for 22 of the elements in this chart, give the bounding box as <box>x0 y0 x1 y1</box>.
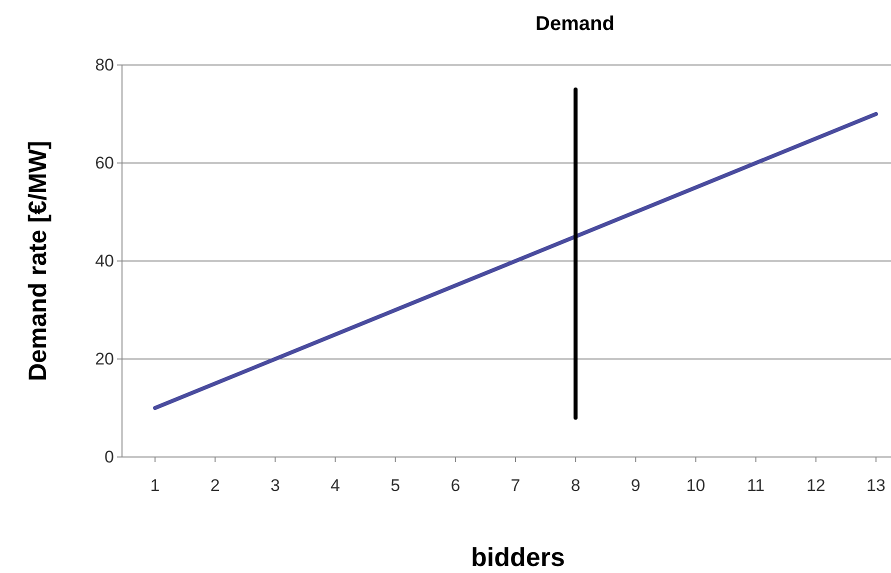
x-tick-label: 6 <box>450 476 460 495</box>
x-tick-label: 4 <box>330 476 340 495</box>
line-series <box>153 112 878 410</box>
x-tick-label: 9 <box>630 476 640 495</box>
y-tick-label: 0 <box>104 447 114 466</box>
x-tick-label: 12 <box>806 476 826 495</box>
x-tick-label: 8 <box>570 476 580 495</box>
y-tick-label: 80 <box>95 55 114 74</box>
x-axis-title: bidders <box>471 542 565 572</box>
y-tick-label: 40 <box>95 251 114 270</box>
y-tick-label: 20 <box>95 349 114 368</box>
x-tick-label: 2 <box>210 476 220 495</box>
chart-title: Demand <box>536 13 614 35</box>
x-tick-label: 3 <box>270 476 280 495</box>
x-tick-label: 13 <box>866 476 886 495</box>
x-tick-label: 1 <box>150 476 160 495</box>
y-tick-label: 60 <box>95 153 114 172</box>
x-tick-label: 7 <box>510 476 520 495</box>
x-tick-label: 11 <box>746 476 765 495</box>
x-tick-label: 5 <box>390 476 400 495</box>
y-axis-title: Demand rate [€/MW] <box>24 140 52 382</box>
x-tick-label: 10 <box>686 476 706 495</box>
